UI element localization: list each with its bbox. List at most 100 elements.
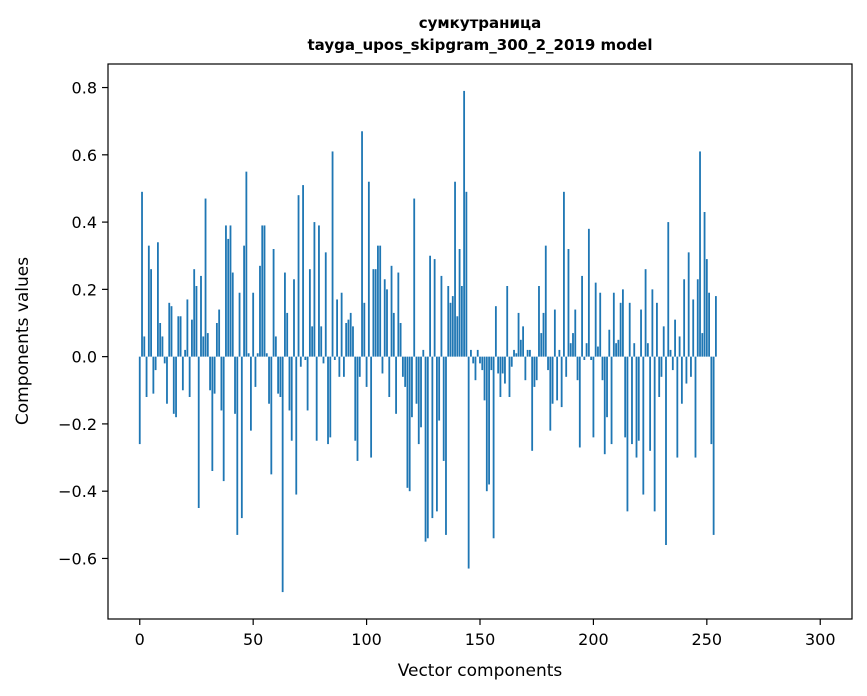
bar: [660, 356, 663, 377]
bar: [594, 282, 597, 357]
bar: [411, 356, 413, 418]
bar: [392, 312, 395, 357]
bar: [252, 292, 255, 357]
bar: [680, 356, 683, 404]
bar: [247, 353, 250, 357]
bar: [549, 356, 552, 431]
bar: [565, 356, 568, 377]
bar: [254, 356, 257, 387]
bar: [703, 212, 706, 357]
bar: [345, 323, 348, 357]
bar: [606, 356, 608, 418]
bar: [225, 225, 227, 357]
bar: [354, 356, 357, 441]
bar: [238, 292, 241, 357]
bar: [413, 198, 416, 357]
bar: [592, 356, 595, 438]
bar: [147, 245, 150, 357]
bar: [415, 356, 418, 404]
bar: [336, 299, 338, 357]
bar: [429, 255, 431, 357]
bar: [356, 356, 359, 461]
bar: [358, 356, 361, 377]
y-tick-label: 0.2: [72, 280, 97, 299]
bar: [497, 356, 500, 374]
bar: [349, 312, 352, 357]
bar: [479, 356, 481, 364]
bar: [399, 323, 402, 357]
bar: [581, 275, 583, 357]
bar: [143, 336, 146, 357]
bar: [293, 279, 295, 357]
bar: [417, 356, 420, 445]
bar: [669, 349, 672, 357]
bar: [569, 343, 572, 357]
y-tick-label: −0.2: [58, 415, 97, 434]
bar: [485, 356, 488, 492]
bar: [318, 225, 320, 357]
bar: [395, 356, 397, 414]
bar: [440, 275, 443, 357]
bar: [234, 356, 236, 414]
bar: [533, 356, 536, 387]
bar: [483, 356, 486, 401]
bar: [651, 289, 654, 357]
bar: [168, 302, 171, 357]
bar: [560, 356, 563, 408]
bar: [665, 356, 667, 545]
bar: [381, 356, 384, 374]
bar: [674, 319, 676, 357]
y-tick-label: −0.6: [58, 549, 97, 568]
bar: [635, 356, 638, 458]
bar: [211, 356, 214, 471]
bar: [191, 319, 193, 357]
x-tick-label: 200: [578, 630, 609, 649]
bar: [445, 356, 447, 535]
bar: [206, 333, 209, 357]
bar: [424, 356, 427, 542]
bar: [159, 323, 162, 357]
bar: [229, 225, 232, 357]
bar: [390, 265, 393, 357]
bar: [340, 292, 343, 357]
bar: [519, 339, 522, 357]
bar: [710, 356, 713, 445]
bar: [583, 356, 586, 360]
bar: [277, 356, 280, 394]
bar: [163, 356, 166, 364]
bar: [683, 279, 686, 357]
bar: [608, 329, 611, 357]
bar: [141, 191, 143, 357]
bar: [256, 353, 259, 357]
bar: [578, 356, 581, 448]
bar: [501, 356, 504, 374]
bar: [263, 225, 266, 357]
bar: [220, 356, 223, 411]
bar: [615, 343, 617, 357]
bar: [286, 312, 289, 357]
bar: [274, 336, 277, 357]
bar: [529, 349, 531, 357]
bar: [322, 356, 325, 364]
bars-group: [138, 90, 717, 593]
bar: [517, 312, 520, 357]
bar: [236, 356, 239, 535]
bar: [694, 356, 697, 458]
bar: [313, 222, 316, 357]
bar: [306, 356, 309, 411]
bar: [506, 286, 509, 357]
bar: [465, 191, 468, 357]
bar: [259, 265, 261, 357]
bar: [508, 356, 511, 397]
bar: [572, 333, 574, 357]
bar: [161, 336, 164, 357]
bar: [422, 349, 425, 357]
bar: [245, 171, 248, 357]
bar: [597, 346, 599, 357]
bar: [215, 323, 218, 357]
bar: [499, 356, 502, 397]
bar: [338, 356, 341, 377]
bar: [367, 181, 370, 357]
bar: [490, 356, 493, 371]
bar: [510, 356, 513, 367]
